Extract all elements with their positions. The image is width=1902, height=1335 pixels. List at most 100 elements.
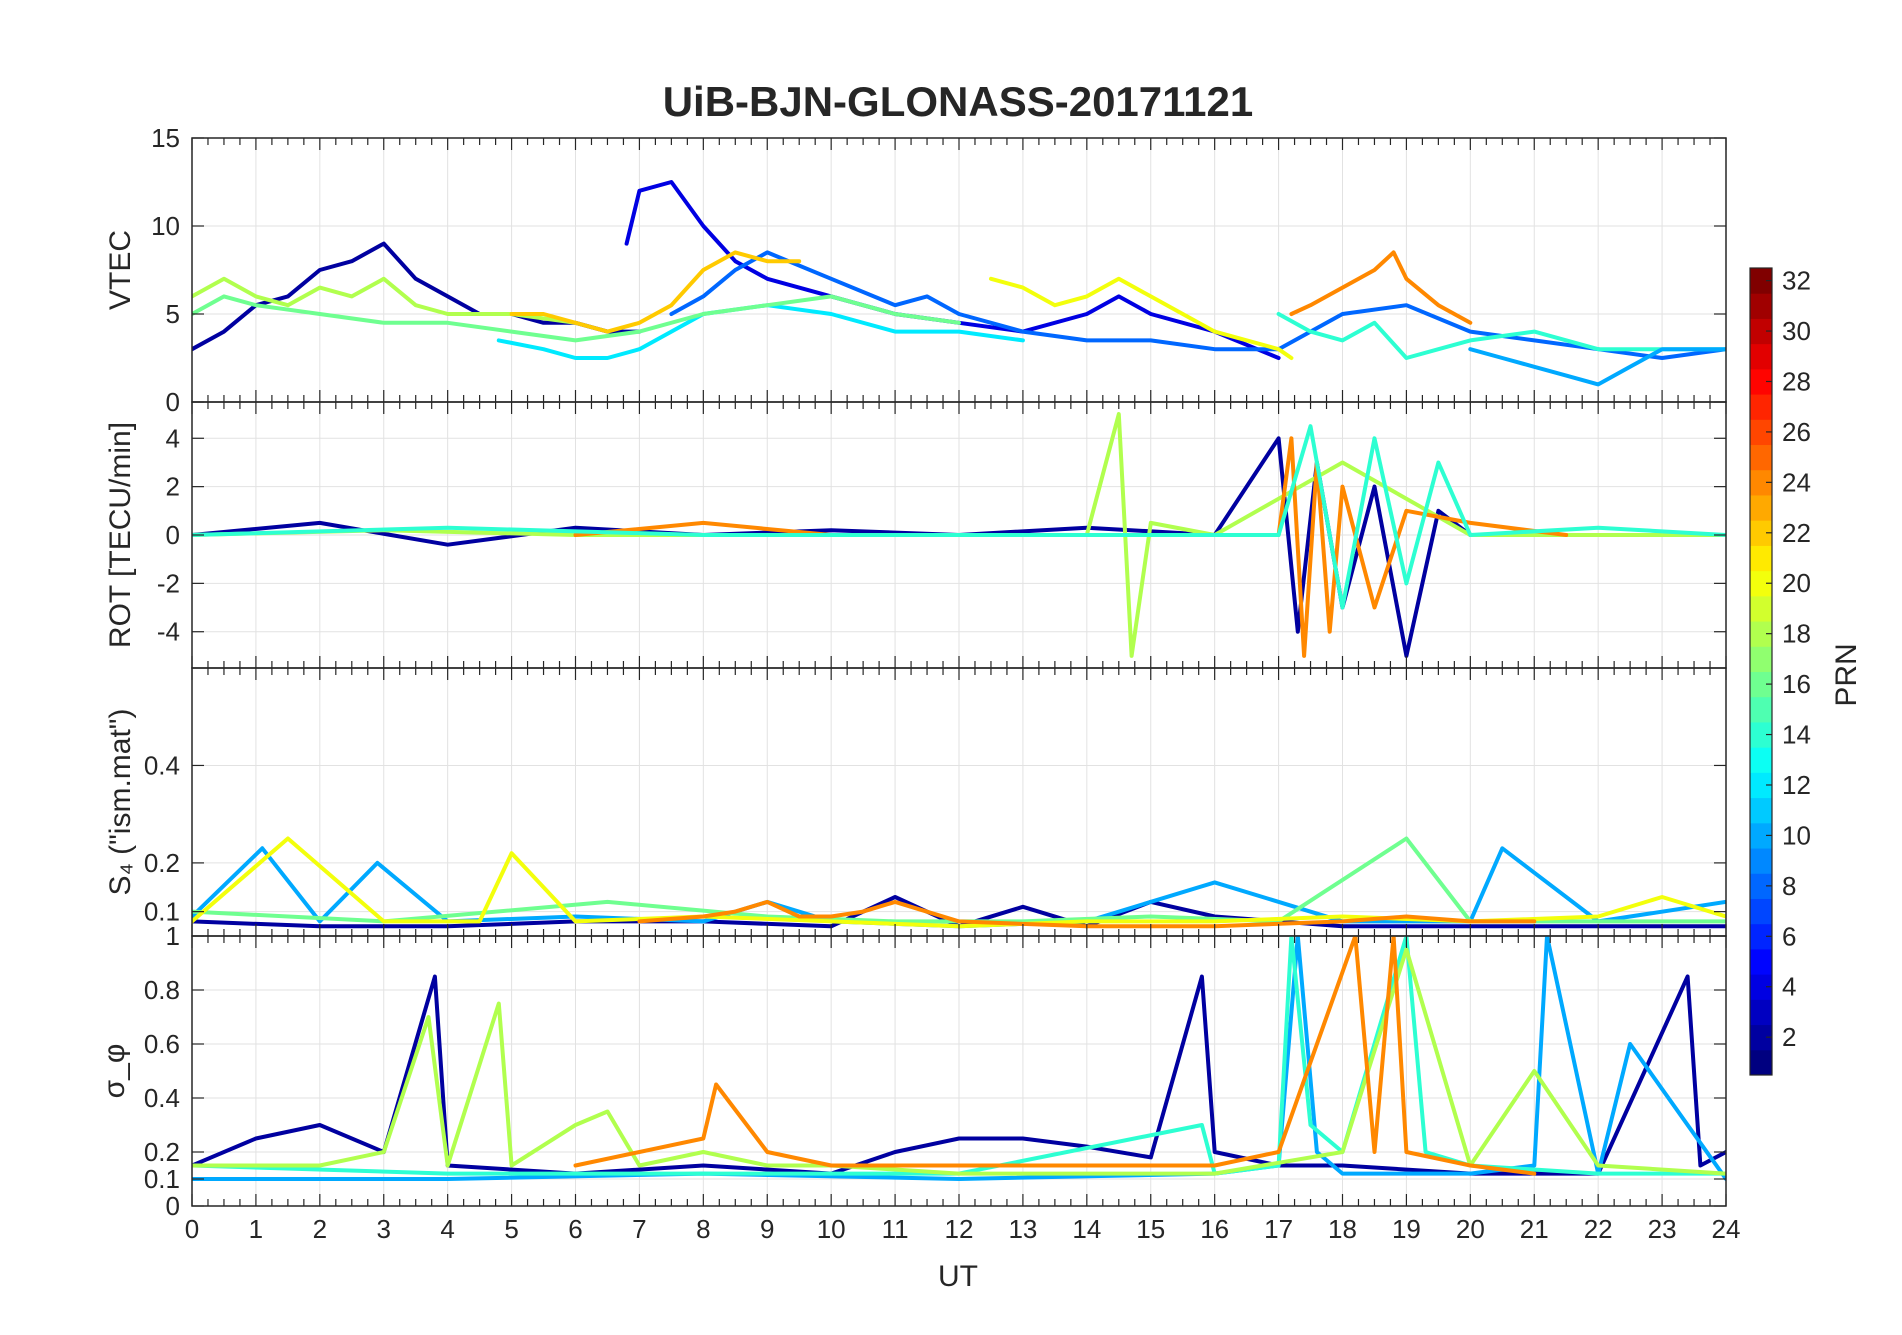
y-tick-label: 0.1 xyxy=(144,1164,180,1194)
colorbar-segment xyxy=(1750,797,1772,824)
series-line xyxy=(1276,312,1726,360)
colorbar-segment xyxy=(1750,419,1772,446)
series-line xyxy=(192,424,1726,610)
x-axis-label: UT xyxy=(938,1260,978,1293)
colorbar-segment xyxy=(1750,343,1772,370)
colorbar-tick-label: 28 xyxy=(1782,366,1811,396)
series-line xyxy=(496,303,1025,360)
x-tick-label: 2 xyxy=(313,1214,327,1244)
colorbar-tick-label: 16 xyxy=(1782,669,1811,699)
series-line xyxy=(509,250,802,334)
colorbar-segment xyxy=(1750,772,1772,799)
x-tick-label: 16 xyxy=(1200,1214,1229,1244)
x-tick-label: 6 xyxy=(568,1214,582,1244)
y-tick-label: 4 xyxy=(166,423,180,453)
y-tick-label: 0.6 xyxy=(144,1029,180,1059)
series-line xyxy=(192,276,578,325)
series-line xyxy=(192,974,1726,1176)
series-line xyxy=(192,836,1726,929)
colorbar-segment xyxy=(1750,545,1772,572)
x-tick-label: 13 xyxy=(1008,1214,1037,1244)
colorbar-tick-label: 4 xyxy=(1782,972,1796,1002)
panel-4: 00.10.2 0.4 0.6 0.8 1 σ_φ xyxy=(98,921,1727,1221)
y-axis-label: VTEC xyxy=(104,230,137,310)
x-tick-label: 0 xyxy=(185,1214,199,1244)
colorbar-segment xyxy=(1750,999,1772,1026)
colorbar-segment xyxy=(1750,974,1772,1000)
colorbar-tick-label: 20 xyxy=(1782,568,1811,598)
y-tick-label: 0 xyxy=(166,520,180,550)
x-tick-label: 10 xyxy=(817,1214,846,1244)
x-tick-label: 5 xyxy=(504,1214,518,1244)
colorbar-tick-label: 2 xyxy=(1782,1022,1796,1052)
x-tick-label: 9 xyxy=(760,1214,774,1244)
colorbar-frame xyxy=(1749,267,1773,1076)
y-tick-label: 0 xyxy=(166,1191,180,1221)
x-tick-label: 17 xyxy=(1264,1214,1293,1244)
panel-3: 0.1 0.2 0.4S₄ ("ism.mat") xyxy=(104,667,1727,937)
colorbar-segment xyxy=(1750,898,1772,925)
x-tick-label: 11 xyxy=(882,1214,909,1244)
panel-series xyxy=(192,936,1726,1181)
chart-title: UiB-BJN-GLONASS-20171121 xyxy=(663,78,1254,125)
series-line xyxy=(637,899,1537,929)
x-tick-label: 12 xyxy=(945,1214,974,1244)
colorbar-segment xyxy=(1750,822,1772,849)
colorbar-label: PRN xyxy=(1830,643,1863,706)
x-tick-label: 22 xyxy=(1584,1214,1613,1244)
y-tick-label: 0.4 xyxy=(144,750,180,780)
x-tick-label: 18 xyxy=(1328,1214,1357,1244)
panel-series xyxy=(192,180,1726,387)
colorbar-segment xyxy=(1750,747,1772,773)
y-tick-label: 0.1 xyxy=(144,897,180,927)
colorbar-tick-label: 10 xyxy=(1782,820,1811,850)
x-axis: 0 1 2 3 4 5 6 7 8 9 10 11 12 13 14 15 16 17 18 19 20 21 22 23 24 xyxy=(185,1214,1741,1244)
series-line xyxy=(989,276,1294,360)
x-tick-label: 15 xyxy=(1136,1214,1165,1244)
colorbar-segment xyxy=(1750,318,1772,345)
x-tick-label: 19 xyxy=(1392,1214,1421,1244)
colorbar-segment xyxy=(1750,646,1772,672)
colorbar-segment xyxy=(1750,570,1772,597)
x-tick-label: 24 xyxy=(1712,1214,1741,1244)
panel-series xyxy=(192,836,1726,929)
colorbar-tick-label: 26 xyxy=(1782,417,1811,447)
series-line xyxy=(1468,347,1726,387)
x-tick-label: 20 xyxy=(1456,1214,1485,1244)
series-line xyxy=(192,294,961,343)
colorbar-segment xyxy=(1750,268,1772,294)
y-tick-label: 10 xyxy=(151,211,180,241)
colorbar-segment xyxy=(1750,848,1772,874)
colorbar-segment xyxy=(1750,1024,1772,1051)
panel-2: -4 -2 0 2 4 ROT [TECU/min] xyxy=(104,401,1727,669)
y-axis-label: σ_φ xyxy=(98,1044,131,1099)
colorbar-tick-label: 32 xyxy=(1782,266,1811,296)
panel-series xyxy=(192,412,1726,658)
colorbar-segment xyxy=(1750,873,1772,899)
x-tick-label: 7 xyxy=(632,1214,646,1244)
colorbar-segment xyxy=(1750,368,1772,395)
panel-1: 0 5 10 15 VTEC xyxy=(104,123,1727,417)
y-tick-label: 0.8 xyxy=(144,975,180,1005)
colorbar-tick-label: 22 xyxy=(1782,518,1811,548)
colorbar-tick-label: 14 xyxy=(1782,720,1811,750)
colorbar-segment xyxy=(1750,494,1772,521)
x-tick-label: 1 xyxy=(249,1214,263,1244)
colorbar-segment xyxy=(1750,595,1772,622)
y-tick-label: -2 xyxy=(157,568,180,598)
colorbar-tick-label: 8 xyxy=(1782,871,1796,901)
y-axis-label: ROT [TECU/min] xyxy=(104,422,137,648)
colorbar-tick-label: 24 xyxy=(1782,467,1811,497)
colorbar-segment xyxy=(1750,293,1772,319)
colorbar-segment xyxy=(1750,1049,1772,1076)
colorbar-tick-label: 18 xyxy=(1782,619,1811,649)
series-line xyxy=(192,436,1726,658)
colorbar-segment xyxy=(1750,469,1772,496)
x-tick-label: 21 xyxy=(1520,1214,1549,1244)
y-tick-label: 0.2 xyxy=(144,848,180,878)
colorbar-tick-label: 6 xyxy=(1782,921,1796,951)
y-axis-label: S₄ ("ism.mat") xyxy=(104,709,137,896)
